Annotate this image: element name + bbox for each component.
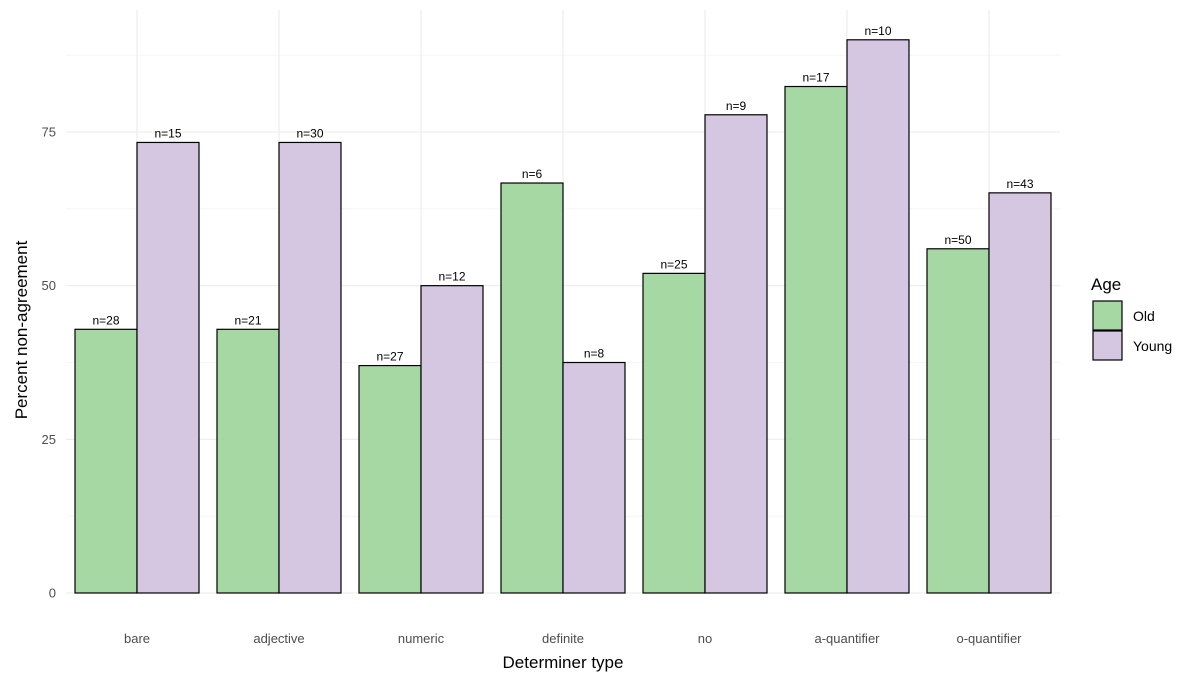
bar-count-label: n=30: [296, 126, 323, 140]
y-tick-label: 0: [49, 586, 56, 601]
bar-count-label: n=17: [802, 71, 829, 85]
bar-count-label: n=21: [234, 313, 261, 327]
bar-count-label: n=43: [1006, 177, 1033, 191]
y-tick-label: 50: [42, 278, 56, 293]
bar-young-a-quantifier: [846, 39, 910, 594]
y-axis-ticks: 0 25 50 75: [42, 125, 56, 601]
x-axis-title: Determiner type: [503, 653, 624, 672]
bar-old-numeric: [358, 364, 422, 594]
y-tick-label: 75: [42, 125, 56, 140]
bar-young-numeric: [420, 285, 484, 594]
bar-count-label: n=10: [864, 24, 891, 38]
x-tick-label: bare: [124, 631, 150, 646]
x-tick-label: adjective: [253, 631, 304, 646]
bar-count-label: n=25: [660, 257, 687, 271]
bar-count-label: n=9: [726, 99, 747, 113]
x-tick-label: no: [698, 631, 712, 646]
y-tick-label: 25: [42, 432, 56, 447]
bar-old-definite: [500, 182, 564, 594]
y-axis-title: Percent non-agreement: [12, 240, 31, 419]
bar-count-label: n=50: [944, 233, 971, 247]
bar-count-label: n=15: [154, 126, 181, 140]
bar-old-bare: [74, 328, 138, 594]
legend-label-young: Young: [1133, 338, 1172, 354]
bar-old-no: [642, 272, 706, 594]
bar-young-o-quantifier: [988, 192, 1052, 594]
bar-count-label: n=27: [376, 350, 403, 364]
bar-old-o-quantifier: [926, 248, 990, 594]
bar-labels: n=28 n=21 n=27 n=6 n=25 n=17 n=50 n=15 n=30 n=12 n…: [92, 24, 1033, 364]
bar-young-adjective: [278, 141, 342, 594]
legend-swatch-old: [1092, 300, 1123, 331]
bar-old-a-quantifier: [784, 85, 848, 594]
bar-count-label: n=28: [92, 313, 119, 327]
bar-young-no: [704, 114, 768, 594]
x-tick-label: numeric: [398, 631, 445, 646]
x-axis-ticks: bare adjective numeric definite no a-quantifi…: [124, 631, 1022, 646]
bar-count-label: n=12: [438, 270, 465, 284]
x-tick-label: o-quantifier: [956, 631, 1022, 646]
bar-count-label: n=8: [584, 347, 605, 361]
x-tick-label: a-quantifier: [814, 631, 880, 646]
bar-young-definite: [562, 361, 626, 594]
bar-count-label: n=6: [522, 167, 543, 181]
bar-young-bare: [136, 141, 200, 594]
legend: Age Old Young: [1091, 275, 1172, 361]
legend-label-old: Old: [1133, 308, 1155, 324]
legend-swatch-young: [1092, 330, 1123, 361]
x-tick-label: definite: [542, 631, 584, 646]
bar-old-adjective: [216, 328, 280, 594]
bars: [74, 39, 1052, 594]
legend-title: Age: [1091, 275, 1121, 294]
